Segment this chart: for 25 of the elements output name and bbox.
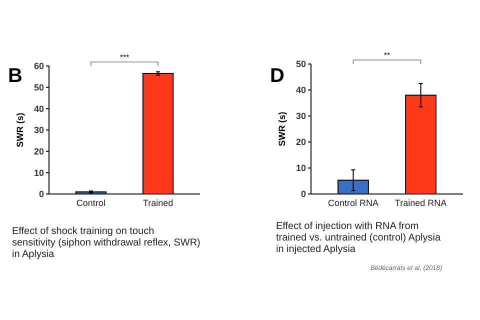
text: Effect of injection with RNA from trained vs. untrained (control) Aplysia in injected Aplysia (276, 221, 441, 255)
y-tick-label: 30 (34, 125, 44, 136)
x-tick-label: Trained (142, 198, 174, 208)
y-axis-title: SWR (s) (15, 112, 25, 148)
y-tick-label: 50 (296, 59, 306, 70)
chart-title: B (8, 65, 22, 87)
y-tick-label: 50 (34, 82, 44, 92)
y-tick-label: 0 (300, 189, 306, 200)
y-tick-label: 10 (296, 163, 306, 174)
text: *** (120, 53, 130, 62)
x-tick-label: Trained RNA (394, 198, 447, 208)
y-tick-label: 20 (296, 137, 306, 148)
y-tick-label: 0 (38, 189, 44, 200)
x-tick-label: Control (76, 198, 106, 208)
y-tick-label: 40 (34, 104, 44, 114)
y-tick-label: 40 (296, 85, 306, 96)
y-axis-title: SWR (s) (277, 112, 287, 146)
y-tick-label: 10 (34, 168, 44, 178)
text: Effect of shock training on touch sensitivity (siphon withdrawal reflex, SWR) in Aplysia (12, 226, 200, 260)
y-tick-label: 20 (34, 146, 44, 156)
text: ** (384, 51, 390, 60)
chart-title: D (270, 65, 284, 87)
y-tick-label: 60 (34, 61, 44, 72)
y-tick-label: 30 (296, 111, 306, 122)
x-tick-label: Control RNA (328, 198, 378, 208)
